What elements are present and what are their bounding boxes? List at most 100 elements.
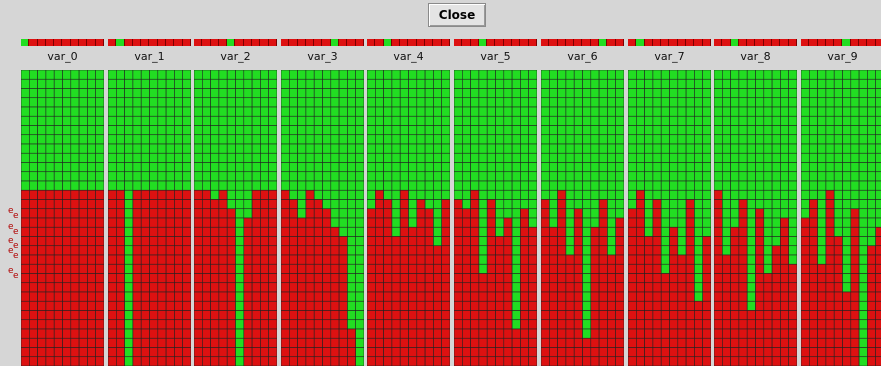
grid-cell[interactable] bbox=[557, 356, 567, 366]
grid-cell[interactable] bbox=[809, 245, 818, 256]
grid-cell[interactable] bbox=[809, 199, 818, 210]
grid-cell[interactable] bbox=[470, 300, 480, 311]
grid-cell[interactable] bbox=[598, 189, 608, 200]
grid-cell[interactable] bbox=[235, 226, 245, 237]
grid-cell[interactable] bbox=[347, 337, 357, 348]
grid-cell[interactable] bbox=[268, 199, 277, 210]
grid-cell[interactable] bbox=[441, 273, 450, 284]
grid-cell[interactable] bbox=[702, 143, 711, 154]
grid-cell[interactable] bbox=[305, 347, 315, 358]
grid-cell[interactable] bbox=[281, 143, 290, 154]
grid-cell[interactable] bbox=[157, 291, 167, 302]
grid-cell[interactable] bbox=[590, 171, 600, 182]
grid-cell[interactable] bbox=[503, 134, 513, 145]
grid-cell[interactable] bbox=[462, 208, 471, 219]
grid-cell[interactable] bbox=[582, 226, 592, 237]
grid-cell[interactable] bbox=[598, 337, 608, 348]
grid-cell[interactable] bbox=[850, 291, 860, 302]
selector-bar[interactable] bbox=[714, 39, 797, 46]
grid-cell[interactable] bbox=[313, 245, 323, 256]
grid-cell[interactable] bbox=[45, 208, 55, 219]
grid-cell[interactable] bbox=[149, 263, 159, 274]
selector-cell[interactable] bbox=[339, 39, 348, 46]
grid-cell[interactable] bbox=[322, 300, 332, 311]
grid-cell[interactable] bbox=[174, 282, 184, 293]
grid-cell[interactable] bbox=[182, 143, 191, 154]
grid-cell[interactable] bbox=[788, 97, 797, 108]
grid-cell[interactable] bbox=[416, 70, 426, 80]
grid-cell[interactable] bbox=[809, 88, 818, 99]
grid-cell[interactable] bbox=[520, 162, 530, 173]
grid-cell[interactable] bbox=[21, 356, 30, 366]
grid-cell[interactable] bbox=[495, 162, 505, 173]
grid-cell[interactable] bbox=[260, 199, 270, 210]
grid-cell[interactable] bbox=[850, 337, 860, 348]
grid-cell[interactable] bbox=[433, 254, 443, 265]
grid-cell[interactable] bbox=[867, 78, 877, 89]
grid-cell[interactable] bbox=[108, 88, 117, 99]
grid-cell[interactable] bbox=[313, 78, 323, 89]
grid-cell[interactable] bbox=[746, 143, 756, 154]
grid-cell[interactable] bbox=[375, 97, 384, 108]
grid-cell[interactable] bbox=[817, 291, 827, 302]
grid-cell[interactable] bbox=[260, 291, 270, 302]
grid-cell[interactable] bbox=[45, 88, 55, 99]
grid-cell[interactable] bbox=[260, 88, 270, 99]
grid-cell[interactable] bbox=[45, 217, 55, 228]
grid-cell[interactable] bbox=[511, 300, 521, 311]
grid-cell[interactable] bbox=[694, 254, 704, 265]
grid-cell[interactable] bbox=[132, 310, 142, 321]
grid-cell[interactable] bbox=[833, 300, 843, 311]
selector-cell[interactable] bbox=[487, 39, 496, 46]
grid-cell[interactable] bbox=[746, 88, 756, 99]
grid-cell[interactable] bbox=[598, 328, 608, 339]
grid-cell[interactable] bbox=[260, 356, 270, 366]
grid-cell[interactable] bbox=[347, 152, 357, 163]
grid-cell[interactable] bbox=[702, 125, 711, 136]
grid-cell[interactable] bbox=[399, 254, 409, 265]
grid-cell[interactable] bbox=[95, 328, 104, 339]
grid-cell[interactable] bbox=[780, 143, 790, 154]
grid-cell[interactable] bbox=[722, 291, 731, 302]
grid-cell[interactable] bbox=[408, 125, 418, 136]
grid-cell[interactable] bbox=[573, 273, 583, 284]
grid-cell[interactable] bbox=[763, 226, 773, 237]
grid-cell[interactable] bbox=[260, 273, 270, 284]
grid-cell[interactable] bbox=[541, 300, 550, 311]
grid-cell[interactable] bbox=[694, 125, 704, 136]
grid-cell[interactable] bbox=[416, 245, 426, 256]
grid-cell[interactable] bbox=[87, 162, 97, 173]
grid-cell[interactable] bbox=[116, 208, 125, 219]
grid-cell[interactable] bbox=[416, 263, 426, 274]
grid-cell[interactable] bbox=[454, 310, 463, 321]
grid-cell[interactable] bbox=[218, 356, 228, 366]
grid-cell[interactable] bbox=[289, 347, 298, 358]
grid-cell[interactable] bbox=[70, 356, 80, 366]
grid-cell[interactable] bbox=[174, 217, 184, 228]
grid-cell[interactable] bbox=[582, 106, 592, 117]
grid-cell[interactable] bbox=[780, 97, 790, 108]
grid-cell[interactable] bbox=[408, 328, 418, 339]
grid-cell[interactable] bbox=[615, 328, 624, 339]
grid-cell[interactable] bbox=[454, 337, 463, 348]
grid-cell[interactable] bbox=[375, 310, 384, 321]
grid-cell[interactable] bbox=[305, 143, 315, 154]
grid-cell[interactable] bbox=[573, 300, 583, 311]
grid-cell[interactable] bbox=[375, 236, 384, 247]
grid-cell[interactable] bbox=[685, 125, 695, 136]
grid-cell[interactable] bbox=[677, 106, 687, 117]
grid-cell[interactable] bbox=[825, 97, 835, 108]
grid-cell[interactable] bbox=[528, 226, 537, 237]
grid-cell[interactable] bbox=[157, 70, 167, 80]
grid-cell[interactable] bbox=[462, 162, 471, 173]
grid-cell[interactable] bbox=[694, 319, 704, 330]
grid-cell[interactable] bbox=[297, 236, 307, 247]
grid-cell[interactable] bbox=[607, 162, 617, 173]
grid-cell[interactable] bbox=[108, 347, 117, 358]
grid-cell[interactable] bbox=[746, 106, 756, 117]
grid-cell[interactable] bbox=[801, 319, 810, 330]
grid-cell[interactable] bbox=[62, 319, 72, 330]
grid-cell[interactable] bbox=[702, 88, 711, 99]
grid-cell[interactable] bbox=[441, 208, 450, 219]
grid-cell[interactable] bbox=[478, 189, 488, 200]
